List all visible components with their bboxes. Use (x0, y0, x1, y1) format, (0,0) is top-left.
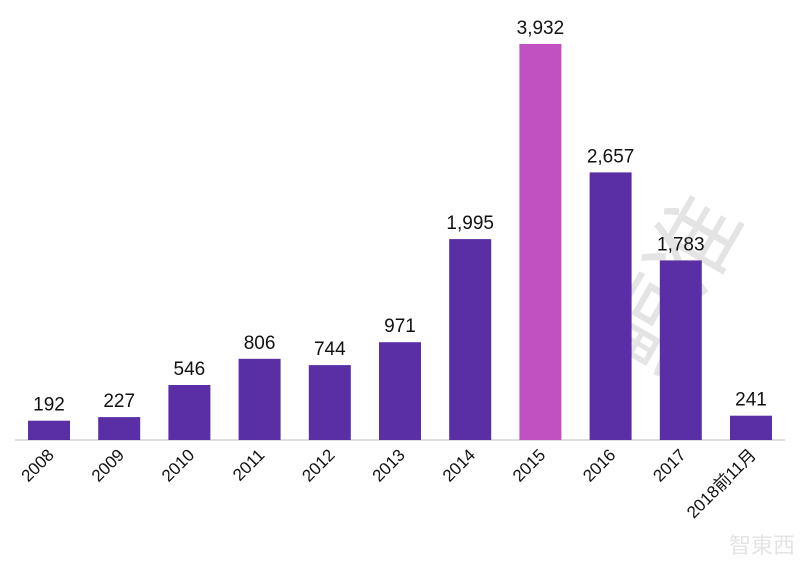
value-label-2011: 806 (244, 333, 276, 354)
x-tick-label-2017: 2017 (649, 445, 689, 485)
bar-2012 (308, 365, 351, 440)
value-label-2008: 192 (33, 395, 65, 416)
value-label-2014: 1,995 (446, 213, 494, 234)
x-tick-label-2016: 2016 (579, 445, 619, 485)
value-label-2013: 971 (384, 316, 416, 337)
value-label-2016: 2,657 (587, 146, 635, 167)
x-tick-label-2010: 2010 (158, 445, 198, 485)
watermark-corner: 智東西 (729, 534, 795, 559)
value-label-2015: 3,932 (517, 18, 565, 39)
x-tick-labels-group: 2008 2009 2010 2011 2012 2013 2014 2015 2016 2017… (18, 445, 760, 522)
bar-2009 (98, 417, 141, 440)
value-label-2012: 744 (314, 339, 346, 360)
x-tick-label-2011: 2011 (229, 445, 268, 484)
bar-2010 (168, 385, 211, 440)
bar-2008 (28, 420, 70, 440)
bar-2014 (449, 239, 492, 440)
value-label-2018前11月: 241 (735, 390, 767, 411)
x-tick-label-2009: 2009 (88, 445, 128, 485)
bar-2016 (589, 172, 632, 440)
value-label-2017: 1,783 (657, 234, 705, 255)
bar-2015 (519, 44, 562, 440)
x-tick-label-2008: 2008 (18, 445, 58, 485)
bar-2018前11月 (730, 415, 772, 440)
bar-2011 (238, 358, 281, 440)
x-tick-label-2012: 2012 (298, 445, 338, 485)
x-tick-label-2015: 2015 (509, 445, 549, 485)
value-label-2009: 227 (103, 391, 135, 412)
bar-2017 (659, 260, 702, 440)
value-label-2010: 546 (174, 359, 206, 380)
x-tick-label-2014: 2014 (439, 445, 479, 485)
x-tick-label-2013: 2013 (369, 445, 409, 485)
bars-group (28, 44, 772, 440)
x-tick-label-2018前11月: 2018前11月 (683, 445, 760, 522)
bar-2013 (379, 342, 421, 440)
value-labels-group: 192 227 546 806 744 971 1,995 3,932 2,657 1,783 24… (33, 18, 767, 416)
